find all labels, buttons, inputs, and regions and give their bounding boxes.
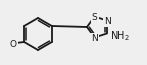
Text: O: O [10, 40, 17, 48]
Text: N: N [104, 17, 111, 26]
Text: NH$_2$: NH$_2$ [110, 29, 130, 43]
Text: S: S [92, 13, 97, 22]
Text: N: N [91, 34, 98, 43]
